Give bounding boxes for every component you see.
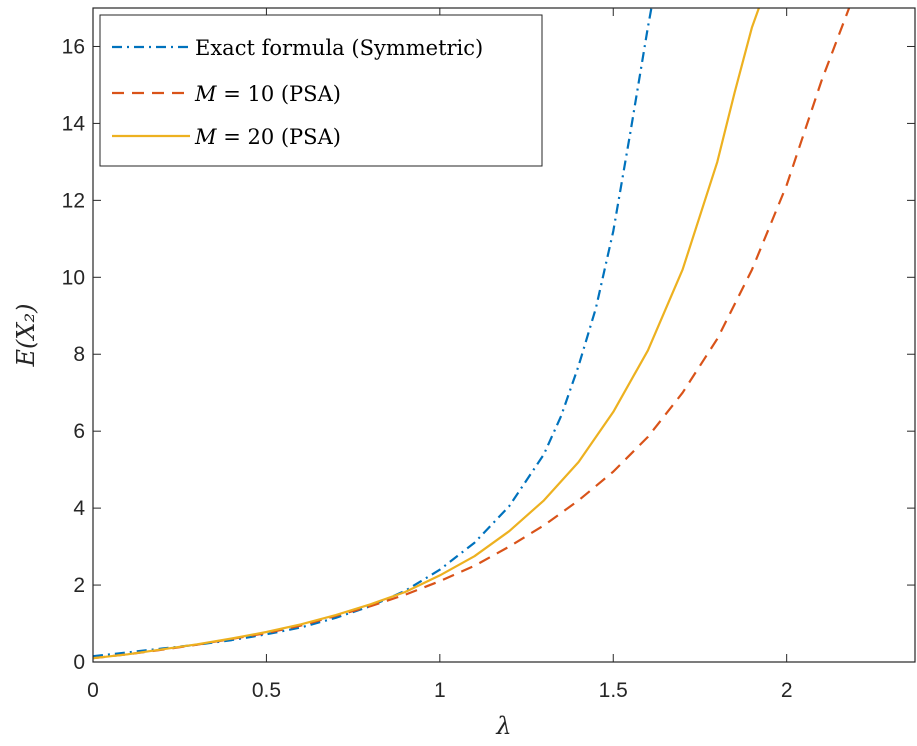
y-tick-label: 0 <box>73 651 85 674</box>
x-tick-labels: 0 0.5 1 1.5 2 <box>87 679 792 702</box>
x-tick-label: 0 <box>87 679 99 702</box>
x-tick-label: 1.5 <box>599 679 628 702</box>
x-tick-label: 1 <box>434 679 446 702</box>
x-tick-label: 2 <box>781 679 793 702</box>
x-axis-label: λ <box>495 712 511 740</box>
legend-box <box>99 14 543 167</box>
y-tick-label: 10 <box>62 266 85 289</box>
y-tick-label: 6 <box>73 420 85 443</box>
axes-box <box>92 7 916 663</box>
x-tick-label: 0.5 <box>252 679 281 702</box>
legend-label-m20: M = 20 (PSA) <box>194 125 341 149</box>
y-tick-label: 16 <box>62 35 85 58</box>
y-tick-label: 2 <box>73 574 85 597</box>
y-tick-label: 12 <box>62 189 85 212</box>
y-axis-label: E(X₂) <box>12 304 40 368</box>
y-tick-labels: 0 2 4 6 8 10 12 14 16 <box>62 35 86 674</box>
y-tick-label: 4 <box>73 497 85 520</box>
legend-label-exact: Exact formula (Symmetric) <box>195 36 483 60</box>
legend: Exact formula (Symmetric) M = 10 (PSA) M… <box>99 14 543 167</box>
legend-label-m10: M = 10 (PSA) <box>194 82 341 106</box>
series-line-3 <box>92 7 760 660</box>
y-tick-label: 8 <box>73 343 85 366</box>
series-lines <box>92 7 851 660</box>
y-tick-label: 14 <box>62 112 86 135</box>
